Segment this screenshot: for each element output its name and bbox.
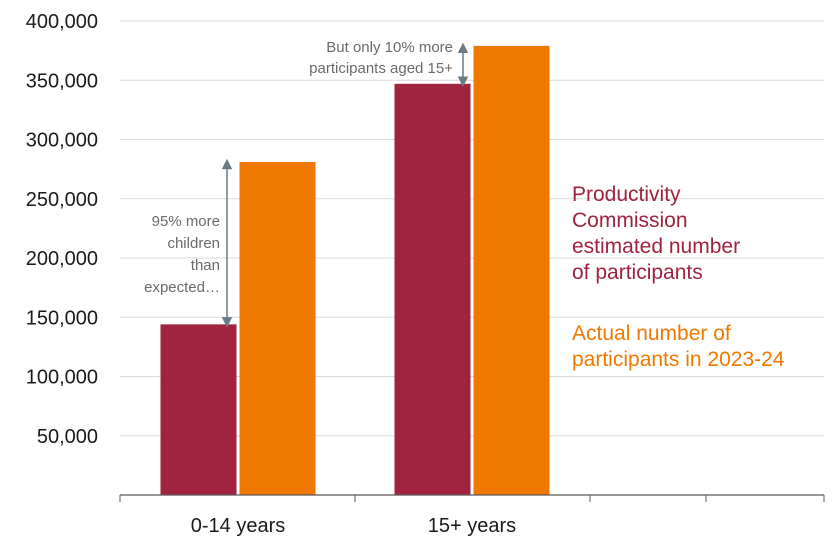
legend-label-actual: participants in 2023-24	[572, 348, 785, 371]
x-category-label: 15+ years	[428, 515, 516, 537]
bar-estimated-0	[160, 324, 237, 495]
children-annotation-line: expected…	[144, 279, 220, 296]
adults-annotation-line: But only 10% more	[326, 39, 453, 56]
children-annotation-line: than	[191, 257, 220, 274]
x-category-label: 0-14 years	[191, 515, 286, 537]
legend-label-estimated: of participants	[572, 261, 703, 284]
y-tick-label: 150,000	[26, 307, 98, 329]
annotations: 95% more children than expected… But only 10…	[144, 39, 469, 328]
y-tick-label: 300,000	[26, 130, 98, 152]
adults-annotation-line: participants aged 15+	[309, 60, 453, 77]
y-tick-label: 250,000	[26, 189, 98, 211]
legend-label-estimated: Productivity	[572, 183, 681, 206]
bars	[160, 45, 550, 496]
x-axis: 0-14 years 15+ years	[119, 494, 825, 537]
grid-lines	[120, 20, 824, 437]
legend-label-actual: Actual number of	[572, 322, 731, 345]
children-annotation-line: 95% more	[152, 213, 220, 230]
legend: Productivity Commission estimated number of…	[572, 183, 785, 371]
y-tick-label: 100,000	[26, 367, 98, 389]
y-axis-ticks: 50,000 100,000 150,000 200,000 250,000 300,00…	[26, 11, 98, 448]
children-annotation-line: children	[167, 235, 220, 252]
bar-actual-1	[473, 45, 550, 495]
bar-actual-0	[239, 162, 316, 495]
y-tick-label: 350,000	[26, 70, 98, 92]
legend-label-estimated: estimated number	[572, 235, 740, 258]
bar-estimated-1	[394, 83, 471, 496]
y-tick-label: 50,000	[37, 426, 98, 448]
legend-label-estimated: Commission	[572, 209, 688, 232]
y-tick-label: 200,000	[26, 248, 98, 270]
y-tick-label: 400,000	[26, 11, 98, 33]
